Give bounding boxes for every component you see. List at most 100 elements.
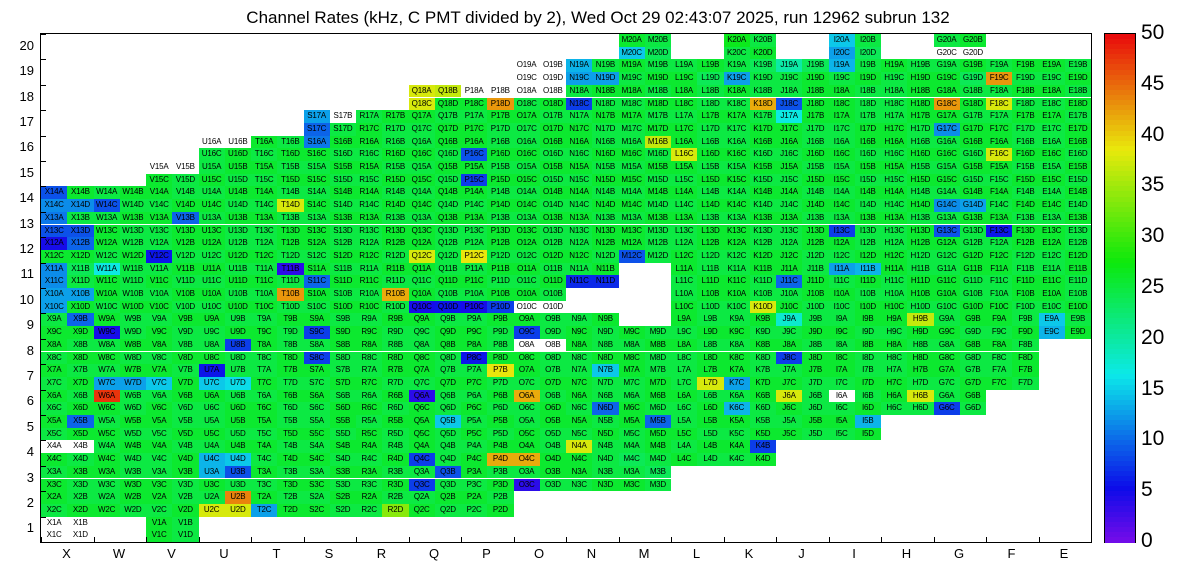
channel-cell: O13C — [513, 224, 540, 238]
channel-cell: U4D — [224, 453, 251, 466]
channel-cell: H19B — [907, 59, 934, 73]
channel-cell: S17B — [329, 110, 356, 123]
channel-cell: L5B — [697, 415, 724, 428]
channel-cell: E18A — [1038, 84, 1065, 98]
channel-cell: M5B — [644, 415, 671, 428]
channel-cell: Q8C — [408, 351, 435, 365]
y-tick — [41, 211, 46, 213]
channel-cell: F9B — [1012, 313, 1039, 327]
channel-cell: I11A — [828, 262, 855, 276]
colorbar-gradient-strip — [1105, 221, 1135, 228]
channel-cell: H9D — [907, 326, 934, 339]
x-tick — [356, 537, 357, 542]
channel-cell: N12A — [566, 237, 593, 250]
channel-cell: V6B — [172, 389, 199, 403]
channel-cell: G18B — [959, 84, 986, 98]
channel-cell: E17A — [1038, 110, 1065, 123]
channel-cell: N19D — [592, 72, 619, 85]
colorbar-gradient-strip — [1105, 79, 1135, 86]
colorbar-gradient-strip — [1105, 323, 1135, 330]
channel-cell: Q9D — [434, 326, 461, 339]
channel-cell: V2B — [172, 491, 199, 504]
channel-cell: P2D — [487, 503, 514, 517]
channel-cell: K5C — [723, 427, 750, 441]
colorbar-gradient-strip — [1105, 206, 1135, 213]
channel-cell: K14B — [749, 186, 776, 200]
x-tick — [461, 537, 462, 542]
channel-cell: W14D — [119, 199, 146, 212]
channel-cell: N18A — [566, 84, 593, 98]
channel-cell: L11B — [697, 262, 724, 276]
channel-cell: K7A — [723, 364, 750, 377]
channel-cell: G15B — [959, 161, 986, 174]
channel-cell: V9D — [172, 326, 199, 339]
channel-cell: V15B — [172, 161, 199, 174]
channel-cell: M19C — [618, 72, 645, 85]
channel-cell: S5B — [329, 415, 356, 428]
channel-cell: S15A — [303, 161, 330, 174]
channel-cell: O4D — [539, 453, 566, 466]
channel-cell: R15C — [356, 173, 383, 187]
channel-cell: X9C — [41, 326, 68, 339]
channel-cell: G13B — [959, 211, 986, 225]
channel-cell: X1A — [41, 516, 68, 530]
channel-cell: F13A — [986, 211, 1013, 225]
channel-cell: O16C — [513, 148, 540, 161]
channel-cell: S3D — [329, 478, 356, 492]
channel-cell: S15C — [303, 173, 330, 187]
channel-cell: T4C — [251, 453, 278, 466]
channel-cell: R3A — [356, 465, 383, 479]
channel-cell: G6D — [959, 402, 986, 415]
channel-cell: X1B — [67, 516, 94, 530]
colorbar-gradient-strip — [1105, 501, 1135, 508]
channel-cell: X10D — [67, 300, 94, 314]
channel-cell: S14B — [329, 186, 356, 200]
channel-cell: M6C — [618, 402, 645, 415]
channel-cell: H16D — [907, 148, 934, 161]
channel-cell: P18C — [461, 97, 488, 111]
channel-cell: G16A — [933, 135, 960, 149]
channel-cell: I8A — [828, 338, 855, 352]
colorbar-gradient-strip — [1105, 409, 1135, 416]
channel-cell: N5C — [566, 427, 593, 441]
channel-cell: V8C — [146, 351, 173, 365]
channel-cell: P18A — [461, 84, 488, 98]
channel-cell: R10A — [356, 288, 383, 301]
channel-cell: L11C — [671, 275, 698, 288]
colorbar-gradient-strip — [1105, 425, 1135, 431]
channel-cell: N18C — [566, 97, 593, 111]
channel-cell: Q9A — [408, 313, 435, 327]
channel-cell: U5A — [198, 415, 225, 428]
channel-cell: T6D — [277, 402, 304, 415]
channel-cell: G20A — [933, 34, 960, 47]
channel-cell: Q5C — [408, 427, 435, 441]
channel-cell: X10A — [41, 288, 68, 301]
channel-cell: L13A — [671, 211, 698, 225]
colorbar-gradient-strip — [1105, 318, 1135, 325]
channel-cell: N9C — [566, 326, 593, 339]
channel-cell: M13C — [618, 224, 645, 238]
channel-cell: R15A — [356, 161, 383, 174]
channel-cell: W12A — [93, 237, 120, 250]
channel-cell: P17D — [487, 122, 514, 136]
colorbar-gradient-strip — [1105, 69, 1135, 76]
channel-cell: X1C — [41, 529, 68, 542]
channel-cell: U12B — [224, 237, 251, 250]
channel-cell: G11C — [933, 275, 960, 288]
colorbar-tick-label: 5 — [1141, 478, 1153, 502]
channel-cell: T7D — [277, 376, 304, 390]
colorbar-gradient-strip — [1105, 420, 1135, 426]
channel-cell: P14B — [487, 186, 514, 200]
channel-cell: J18C — [776, 97, 803, 111]
channel-cell: N5A — [566, 415, 593, 428]
colorbar-gradient-strip — [1105, 481, 1135, 487]
channel-cell: P18D — [487, 97, 514, 111]
channel-cell: E13C — [1038, 224, 1065, 238]
channel-cell: Q7B — [434, 364, 461, 377]
channel-cell: O6C — [513, 402, 540, 415]
channel-cell: G8A — [933, 338, 960, 352]
channel-cell: V10C — [146, 300, 173, 314]
channel-cell: F9D — [1012, 326, 1039, 339]
channel-cell: R4C — [356, 453, 383, 466]
channel-cell: I17C — [828, 122, 855, 136]
